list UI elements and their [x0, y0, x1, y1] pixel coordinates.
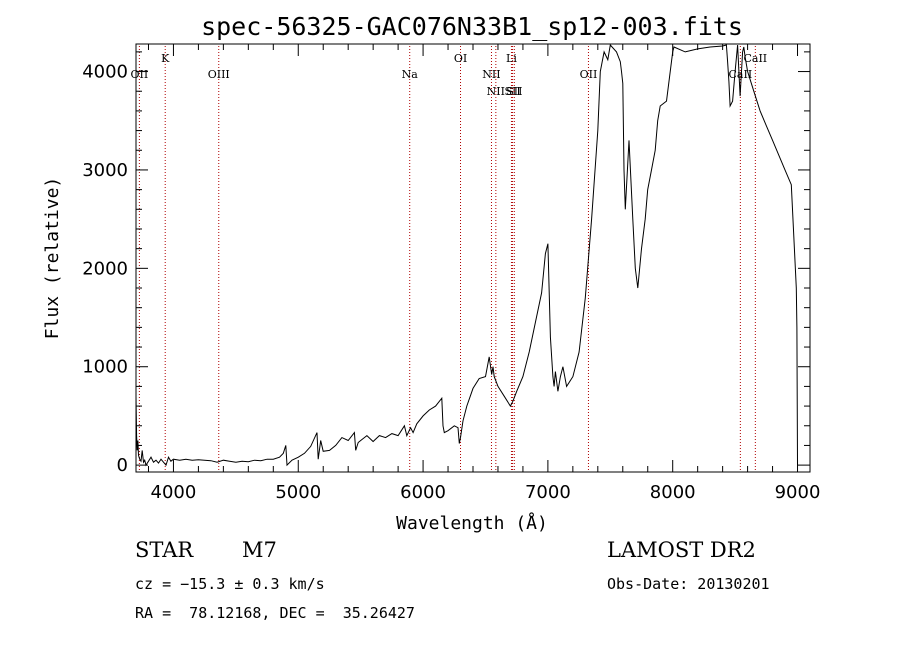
chart-title: spec-56325-GAC076N33B1_sp12-003.fits — [201, 12, 743, 41]
spectral-line-label: NII — [482, 68, 500, 81]
spectral-line-label: SII — [504, 85, 520, 98]
x-tick-label: 5000 — [275, 482, 321, 503]
spectral-line-label: OII — [131, 68, 149, 81]
y-tick-label: 0 — [117, 455, 128, 476]
x-tick-label: 4000 — [151, 482, 197, 503]
spectral-line-label: K — [161, 52, 170, 65]
object-class: STAR — [135, 538, 194, 562]
spectral-line-label: OIII — [208, 68, 230, 81]
survey-name: LAMOST DR2 — [607, 538, 756, 562]
spectral-line-label: OI — [454, 52, 467, 65]
plot-frame — [135, 43, 811, 473]
spectral-line-label: OII — [580, 68, 598, 81]
spectral-line-label: Li — [506, 52, 517, 65]
y-tick-label: 4000 — [82, 62, 128, 83]
y-axis-label: Flux (relative) — [42, 177, 63, 340]
coordinates-text: RA = 78.12168, DEC = 35.26427 — [135, 604, 415, 622]
spectrum-series-line — [135, 43, 798, 467]
x-tick-label: 8000 — [650, 482, 696, 503]
redshift-text: cz = −15.3 ± 0.3 km/s — [135, 575, 325, 593]
y-tick-label: 2000 — [82, 258, 128, 279]
spectral-line-label: Na — [402, 68, 419, 81]
y-axis: 0 1000 2000 3000 4000 — [82, 51, 810, 476]
x-axis-label: Wavelength (Å) — [396, 512, 548, 534]
x-tick-label: 7000 — [525, 482, 571, 503]
spectral-line-label: SII — [506, 85, 522, 98]
x-tick-label: 6000 — [400, 482, 446, 503]
spectral-line-label: NII — [487, 85, 505, 98]
y-tick-label: 3000 — [82, 160, 128, 181]
y-tick-label: 1000 — [82, 357, 128, 378]
x-tick-label: 9000 — [775, 482, 821, 503]
object-subclass: M7 — [242, 538, 277, 562]
x-axis: 4000 5000 6000 7000 8000 9000 — [147, 44, 821, 503]
spectral-line-label: CaII — [743, 52, 767, 65]
observation-date: Obs-Date: 20130201 — [607, 575, 770, 593]
